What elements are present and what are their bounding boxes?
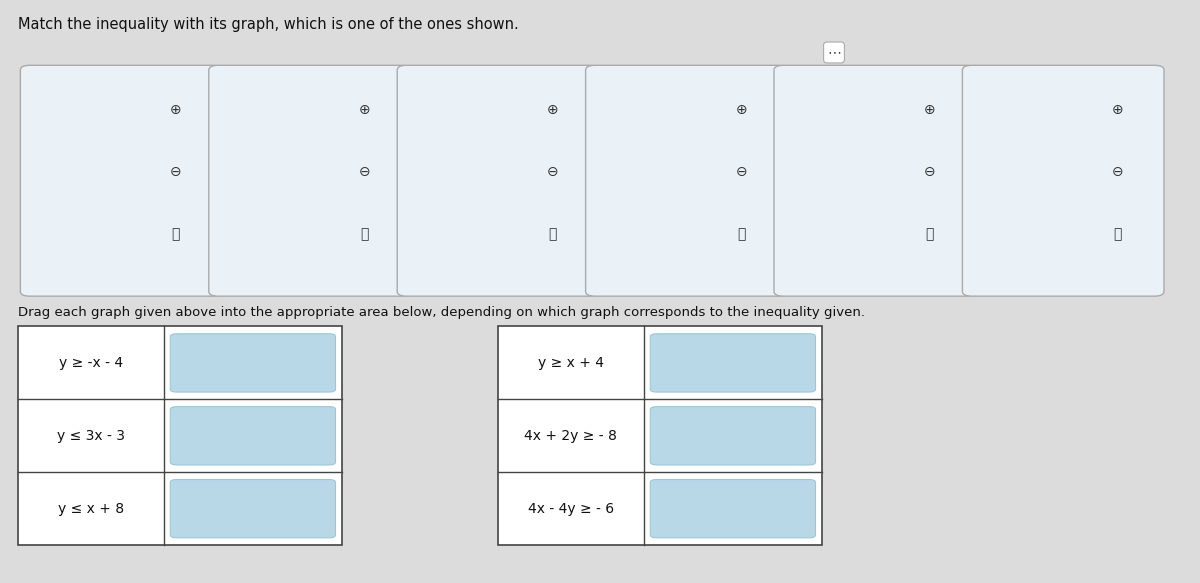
Text: ⊖: ⊖ xyxy=(359,165,370,179)
Text: Match the inequality with its graph, which is one of the ones shown.: Match the inequality with its graph, whi… xyxy=(18,17,518,33)
Text: ⧉: ⧉ xyxy=(548,227,557,241)
Text: ⊕: ⊕ xyxy=(1112,103,1123,117)
Text: ⧉: ⧉ xyxy=(360,227,368,241)
Text: ⧉: ⧉ xyxy=(925,227,934,241)
Text: ⋯: ⋯ xyxy=(827,45,841,59)
Text: y ≤ x + 8: y ≤ x + 8 xyxy=(58,501,124,516)
Text: ⊖: ⊖ xyxy=(170,165,181,179)
Text: ⊖: ⊖ xyxy=(736,165,746,179)
Text: y ≥ -x - 4: y ≥ -x - 4 xyxy=(59,356,122,370)
Text: ⧉: ⧉ xyxy=(737,227,745,241)
Text: ⊕: ⊕ xyxy=(736,103,746,117)
Text: ⊕: ⊕ xyxy=(924,103,935,117)
Text: ⊕: ⊕ xyxy=(170,103,181,117)
Text: y ≤ 3x - 3: y ≤ 3x - 3 xyxy=(56,429,125,443)
Text: Drag each graph given above into the appropriate area below, depending on which : Drag each graph given above into the app… xyxy=(18,306,865,319)
Text: ⊕: ⊕ xyxy=(359,103,370,117)
Text: ⊖: ⊖ xyxy=(547,165,558,179)
Text: ⊕: ⊕ xyxy=(547,103,558,117)
Text: ⊖: ⊖ xyxy=(1112,165,1123,179)
Text: ⊖: ⊖ xyxy=(924,165,935,179)
Text: 4x - 4y ≥ - 6: 4x - 4y ≥ - 6 xyxy=(528,501,614,516)
Text: ⧉: ⧉ xyxy=(172,227,180,241)
Text: y ≥ x + 4: y ≥ x + 4 xyxy=(538,356,604,370)
Text: 4x + 2y ≥ - 8: 4x + 2y ≥ - 8 xyxy=(524,429,617,443)
Text: ⧉: ⧉ xyxy=(1114,227,1122,241)
